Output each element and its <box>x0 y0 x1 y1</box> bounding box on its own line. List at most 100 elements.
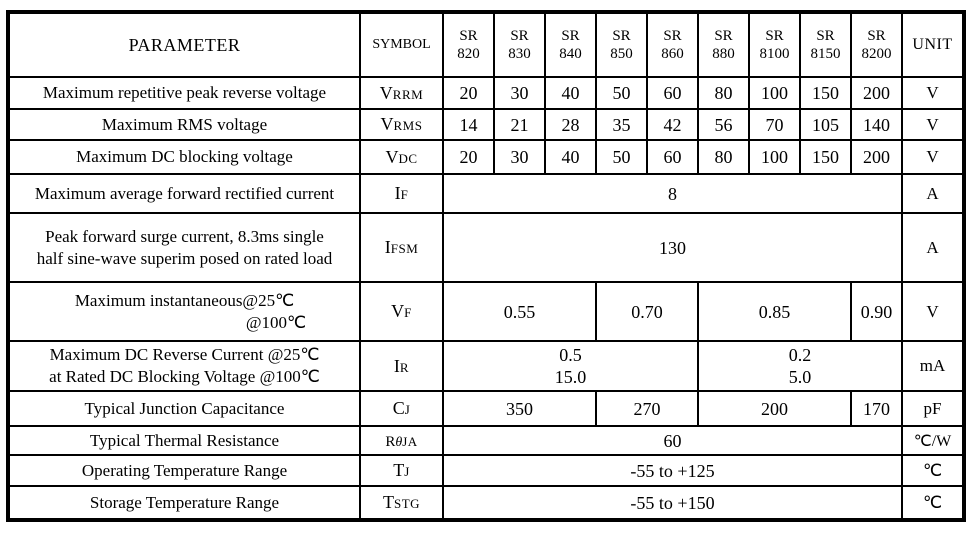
model-header-cell-sr8100: SR 8100 <box>748 11 801 78</box>
model-name-line2: 830 <box>508 46 531 62</box>
value-cell: 60 <box>646 139 699 175</box>
symbol-cell: VRRM <box>359 76 444 110</box>
value-cell: 200 <box>850 139 903 175</box>
value-cell: 20 <box>442 76 495 110</box>
parameter-line1: Peak forward surge current, 8.3ms single <box>45 226 324 246</box>
parameter-header-cell: PARAMETER <box>7 11 361 78</box>
value-cell-group1: 0.5 15.0 <box>442 340 699 392</box>
symbol-main: R <box>385 434 396 450</box>
symbol-main: V <box>391 301 405 321</box>
symbol-subscript: J <box>404 464 410 479</box>
value-cell-group1: 0.55 <box>442 281 597 342</box>
symbol-cell: VRMS <box>359 108 444 141</box>
unit-cell: ℃ <box>901 454 965 487</box>
row-vf: Maximum instantaneous@25℃ @100℃ VF 0.55 … <box>7 281 965 342</box>
parameter-cell: Maximum instantaneous@25℃ @100℃ <box>7 281 361 342</box>
row-vrms: Maximum RMS voltage VRMS 14 21 28 35 42 … <box>7 108 965 141</box>
model-header-cell-sr880: SR 880 <box>697 11 750 78</box>
model-name-line2: 8200 <box>861 46 892 62</box>
value-cell-span-all: -55 to +150 <box>442 485 903 521</box>
unit-header-cell: UNIT <box>901 11 965 78</box>
parameter-cell: Maximum average forward rectified curren… <box>7 173 361 214</box>
row-rthja: Typical Thermal Resistance RθJA 60 ℃/W <box>7 425 965 456</box>
parameter-cell: Operating Temperature Range <box>7 454 361 487</box>
symbol-subscript: J <box>404 402 411 417</box>
symbol-cell: RθJA <box>359 425 444 456</box>
value-cell: 100 <box>748 139 801 175</box>
symbol-cell: IF <box>359 173 444 214</box>
parameter-line1: Maximum DC Reverse Current @25℃ <box>49 345 320 364</box>
model-name-line1: SR <box>561 28 580 44</box>
model-name-line2: 820 <box>457 46 480 62</box>
value-cell: 42 <box>646 108 699 141</box>
symbol-cell: CJ <box>359 390 444 427</box>
symbol-subscript: DC <box>398 150 418 166</box>
symbol-subscript: FSM <box>390 241 419 256</box>
symbol-cell: TSTG <box>359 485 444 521</box>
model-header-cell-sr8150: SR 8150 <box>799 11 852 78</box>
symbol-main: T <box>382 492 394 512</box>
model-name-line2: 860 <box>661 46 684 62</box>
value-cell-group2: 0.2 5.0 <box>697 340 903 392</box>
symbol-main: I <box>384 237 391 257</box>
symbol-subscript: F <box>400 187 409 202</box>
model-name-line2: 880 <box>712 46 735 62</box>
value-cell: 28 <box>544 108 597 141</box>
parameter-cell: Storage Temperature Range <box>7 485 361 521</box>
symbol-cell: IFSM <box>359 212 444 283</box>
value-cell: 100 <box>748 76 801 110</box>
model-name-line2: 850 <box>610 46 633 62</box>
model-name-line1: SR <box>714 28 733 44</box>
unit-cell: pF <box>901 390 965 427</box>
unit-cell: V <box>901 139 965 175</box>
model-name-line1: SR <box>612 28 631 44</box>
value-cell: 56 <box>697 108 750 141</box>
symbol-main: T <box>393 460 405 480</box>
symbol-cell: VDC <box>359 139 444 175</box>
row-if: Maximum average forward rectified curren… <box>7 173 965 214</box>
parameter-line2: half sine-wave superim posed on rated lo… <box>36 248 333 268</box>
model-name-line1: SR <box>510 28 529 44</box>
value-cell: 80 <box>697 139 750 175</box>
symbol-main: V <box>385 146 399 167</box>
model-name-line1: SR <box>663 28 682 44</box>
model-name-line1: SR <box>765 28 784 44</box>
unit-cell: V <box>901 76 965 110</box>
model-header-cell-sr850: SR 850 <box>595 11 648 78</box>
unit-cell: mA <box>901 340 965 392</box>
table-header-row: PARAMETER SYMBOL SR 820 SR 830 SR 840 SR… <box>7 11 965 78</box>
value-cell: 200 <box>850 76 903 110</box>
row-ir: Maximum DC Reverse Current @25℃ at Rated… <box>7 340 965 392</box>
model-name-line1: SR <box>816 28 835 44</box>
symbol-subscript: RMS <box>393 118 423 133</box>
unit-cell: ℃ <box>901 485 965 521</box>
model-name-line1: SR <box>867 28 886 44</box>
model-header-cell-sr860: SR 860 <box>646 11 699 78</box>
value-cell-span-all: 130 <box>442 212 903 283</box>
value-cell: 14 <box>442 108 495 141</box>
parameter-cell: Maximum repetitive peak reverse voltage <box>7 76 361 110</box>
value-cell: 150 <box>799 76 852 110</box>
value-cell: 70 <box>748 108 801 141</box>
value-line1: 0.5 <box>559 345 582 365</box>
value-cell: 40 <box>544 139 597 175</box>
symbol-subscript: STG <box>393 496 421 511</box>
value-cell: 20 <box>442 139 495 175</box>
value-line2: 15.0 <box>554 367 587 387</box>
row-tj: Operating Temperature Range TJ -55 to +1… <box>7 454 965 487</box>
symbol-main: I <box>393 355 400 376</box>
model-header-cell-sr820: SR 820 <box>442 11 495 78</box>
unit-cell: A <box>901 212 965 283</box>
symbol-main: V <box>379 82 393 103</box>
value-cell: 60 <box>646 76 699 110</box>
value-cell: 50 <box>595 139 648 175</box>
value-cell-span-all: 60 <box>442 425 903 456</box>
value-cell-group3: 0.85 <box>697 281 852 342</box>
parameter-cell: Typical Junction Capacitance <box>7 390 361 427</box>
model-header-cell-sr8200: SR 8200 <box>850 11 903 78</box>
symbol-main: I <box>394 183 401 203</box>
value-cell-span-all: -55 to +125 <box>442 454 903 487</box>
model-name-line1: SR <box>459 28 478 44</box>
value-cell-group4: 170 <box>850 390 903 427</box>
